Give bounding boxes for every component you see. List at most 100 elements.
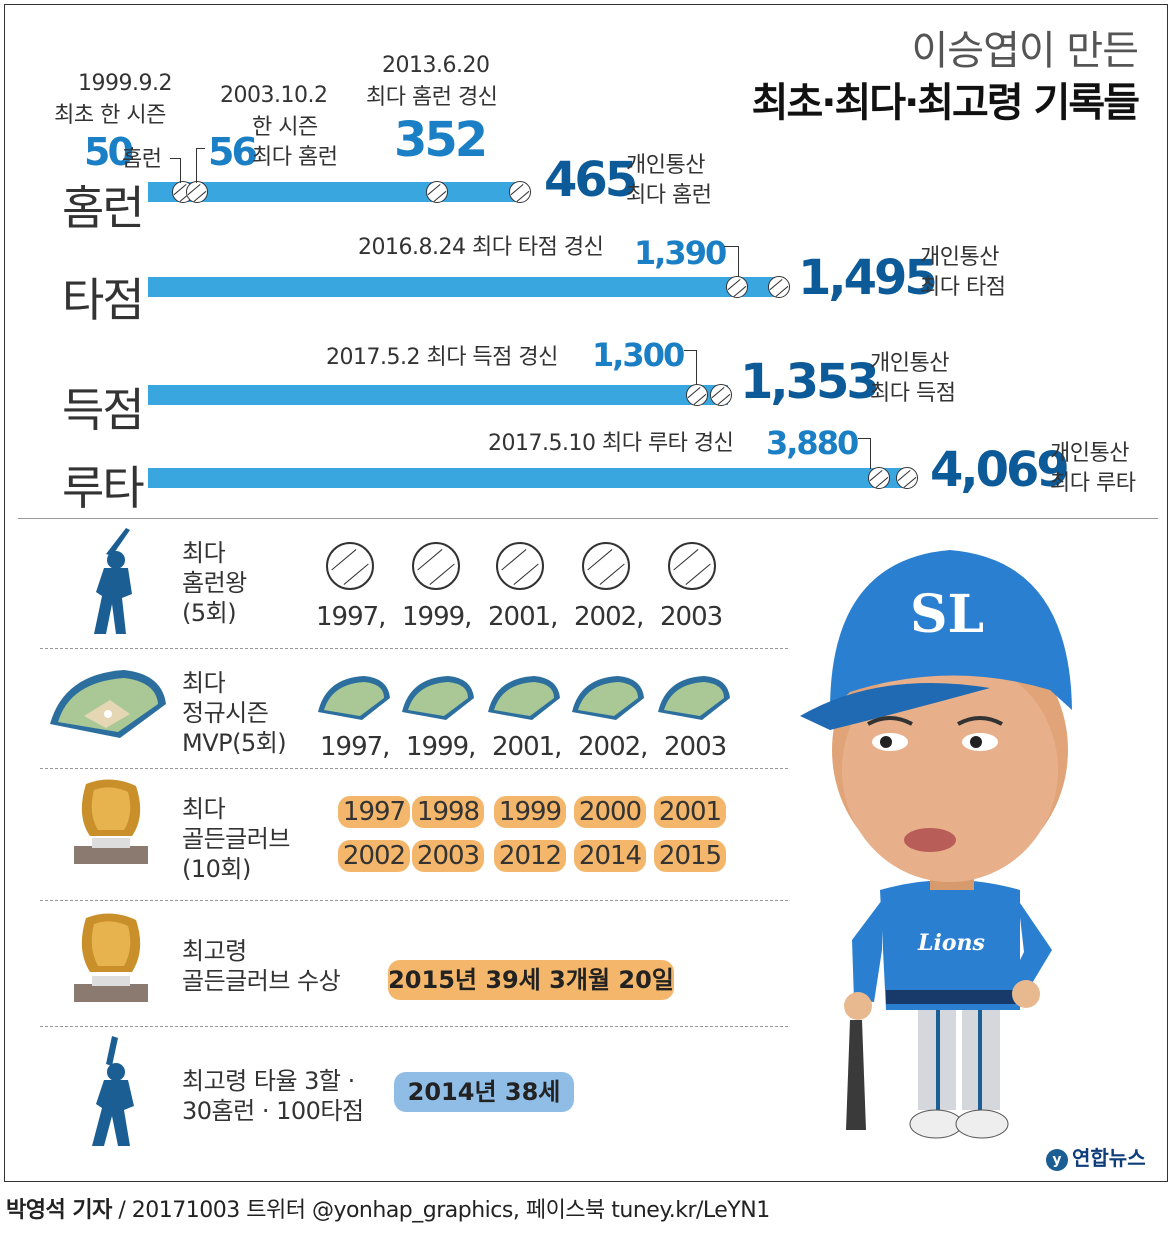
total-value-bases: 4,069	[930, 442, 1070, 498]
total-desc: 최다 타점	[920, 275, 1006, 300]
section-label: 30홈런 · 100타점	[182, 1097, 364, 1125]
milestone-desc: 최다 홈런	[252, 145, 338, 170]
milestone-value: 56	[208, 130, 258, 174]
section-divider	[18, 518, 1158, 519]
yonhap-logo: y 연합뉴스	[1046, 1142, 1146, 1171]
category-label-homerun: 홈런	[62, 181, 145, 235]
year-chip: 2002	[338, 840, 410, 872]
milestone-desc: 2017.5.10 최다 루타 경신	[488, 431, 734, 456]
bar-runs	[148, 385, 728, 405]
milestone-value: 352	[394, 112, 488, 168]
section-label: 최다	[182, 669, 226, 697]
milestone-value: 3,880	[766, 424, 859, 462]
section-label: MVP(5회)	[182, 729, 287, 757]
baseball-icon	[868, 467, 890, 489]
golden-glove-trophy-icon	[74, 779, 148, 864]
leader-line	[684, 350, 697, 385]
bar-bases	[148, 468, 912, 488]
section-label: 최다	[182, 539, 226, 567]
milestone-date: 2013.6.20	[382, 53, 490, 78]
yonhap-logo-mark-icon: y	[1046, 1148, 1068, 1171]
year-label: 2003	[664, 732, 727, 762]
milestone-value: 1,300	[592, 336, 685, 374]
section-label: 골든글러브 수상	[182, 967, 341, 995]
section-label: 홈런왕	[182, 569, 247, 597]
year-chip: 2014	[574, 840, 646, 872]
ballpark-icon	[488, 676, 560, 720]
ballpark-icon	[402, 676, 474, 720]
category-label-rbi: 타점	[62, 273, 145, 327]
section-label: 최고령	[182, 937, 247, 965]
year-label: 2002,	[574, 602, 644, 632]
player-caricature: SL Lions	[800, 550, 1072, 1139]
ballpark-icon	[658, 676, 730, 720]
section-label: 최다	[182, 795, 226, 823]
baseball-icon	[326, 542, 374, 590]
baseball-icon	[426, 181, 448, 203]
record-pill: 2015년 39세 3개월 20일	[388, 960, 674, 1000]
year-chip: 2003	[412, 840, 484, 872]
total-value-homerun: 465	[544, 152, 638, 208]
graphic-frame	[4, 4, 1168, 1182]
batter-silhouette-icon	[92, 1036, 134, 1146]
baseball-icon	[412, 542, 460, 590]
milestone-desc: 한 시즌	[252, 115, 318, 140]
record-pill: 2014년 38세	[394, 1072, 574, 1112]
baseball-icon	[686, 384, 708, 406]
year-chip: 1998	[412, 796, 484, 828]
milestone-date: 1999.9.2	[78, 71, 172, 96]
title-sub: 이승엽이 만든	[911, 28, 1139, 74]
year-label: 2003	[660, 602, 723, 632]
jersey-text: Lions	[917, 930, 985, 956]
ballpark-icon	[50, 670, 166, 738]
bar-rbi	[148, 277, 784, 297]
section-label: 정규시즌	[182, 699, 269, 727]
baseball-icon	[509, 181, 531, 203]
section-label: (10회)	[182, 855, 251, 883]
year-chip: 2000	[574, 796, 646, 828]
category-label-runs: 득점	[62, 383, 145, 437]
year-label: 1999,	[402, 602, 472, 632]
footer-details: / 20171003 트위터 @yonhap_graphics, 페이스북 tu…	[111, 1198, 770, 1223]
milestone-desc: 최초 한 시즌	[54, 103, 166, 128]
section-label: 최고령 타율 3할 ·	[182, 1067, 355, 1095]
milestone-value: 50	[84, 130, 134, 174]
section-divider	[40, 900, 788, 901]
year-label: 2002,	[578, 732, 648, 762]
total-desc: 개인통산	[1050, 441, 1129, 466]
ballpark-icon	[572, 676, 644, 720]
year-label: 2001,	[492, 732, 562, 762]
baseball-icon	[582, 542, 630, 590]
ballpark-icon	[318, 676, 390, 720]
leader-line	[858, 438, 871, 469]
baseball-icon	[668, 542, 716, 590]
section-divider	[40, 648, 788, 649]
cap-logo: SL	[910, 584, 984, 645]
golden-glove-trophy-icon	[74, 913, 148, 1002]
year-label: 2001,	[488, 602, 558, 632]
section-divider	[40, 1026, 788, 1027]
year-label: 1997,	[316, 602, 386, 632]
batter-silhouette-icon	[94, 528, 132, 634]
baseball-icon	[186, 181, 208, 203]
logo-text: 연합뉴스	[1072, 1146, 1146, 1170]
baseball-icon	[896, 467, 918, 489]
year-chip: 1997	[338, 796, 410, 828]
baseball-icon	[710, 384, 732, 406]
year-chip: 1999	[494, 796, 566, 828]
total-desc: 개인통산	[920, 245, 999, 270]
total-value-runs: 1,353	[740, 354, 880, 410]
milestone-desc: 최다 홈런 경신	[366, 85, 498, 110]
total-desc: 개인통산	[870, 351, 949, 376]
leader-line	[724, 246, 739, 277]
footer-credit: 박영석 기자 / 20171003 트위터 @yonhap_graphics, …	[6, 1192, 770, 1224]
year-chip: 2012	[494, 840, 566, 872]
baseball-icon	[726, 276, 748, 298]
section-label: 골든글러브	[182, 825, 290, 853]
total-value-rbi: 1,495	[798, 250, 938, 306]
year-label: 1999,	[406, 732, 476, 762]
year-chip: 2001	[654, 796, 726, 828]
milestone-desc: 2017.5.2 최다 득점 경신	[326, 345, 558, 370]
milestone-unit: 홈런	[122, 147, 162, 172]
total-desc: 최다 홈런	[626, 183, 712, 208]
